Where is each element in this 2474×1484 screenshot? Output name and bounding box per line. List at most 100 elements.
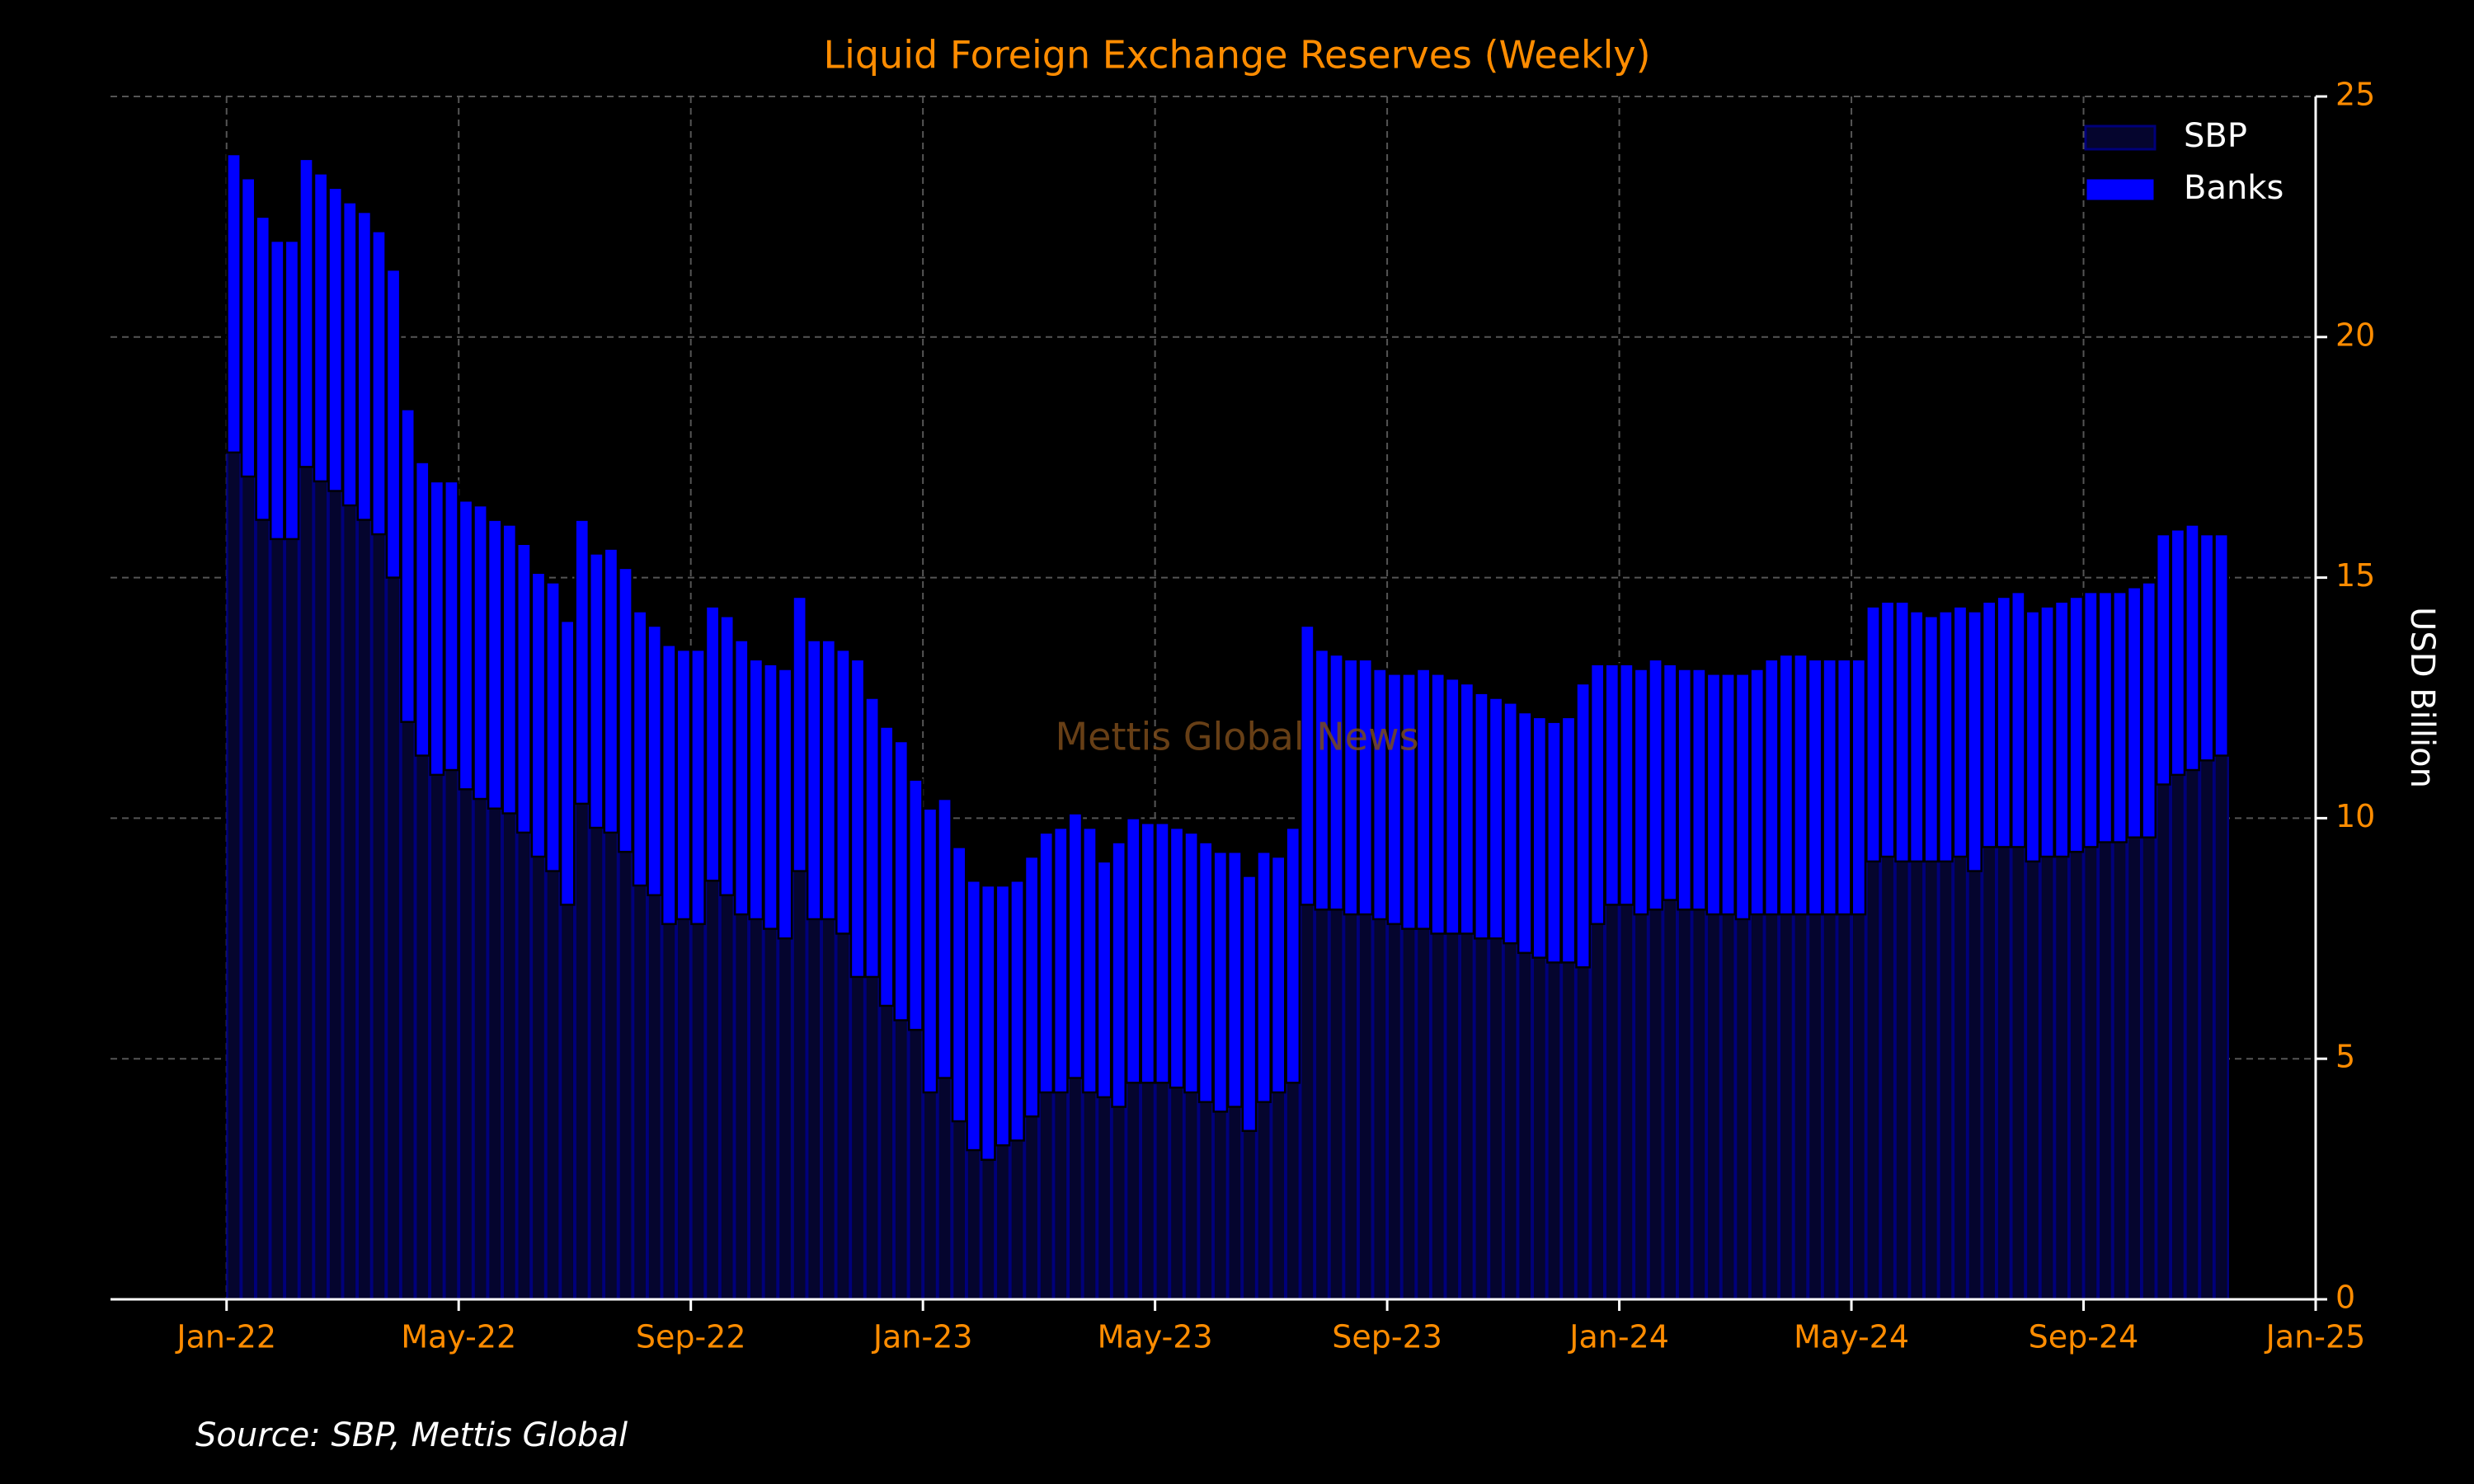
bar-segment <box>284 538 300 1301</box>
y-axis-label: USD Billion <box>2403 607 2441 788</box>
bar-segment <box>1009 880 1025 1142</box>
bar-segment <box>937 1077 952 1301</box>
bar-segment <box>2126 836 2142 1301</box>
bar-segment <box>458 499 474 791</box>
bar-segment <box>1401 673 1417 930</box>
bar-segment <box>2039 605 2055 858</box>
bar-segment <box>1111 841 1126 1108</box>
bar-segment <box>1807 658 1823 916</box>
bar-segment <box>951 1120 967 1301</box>
bar-segment <box>1531 956 1548 1301</box>
bar-segment <box>299 157 314 468</box>
bar-segment <box>501 812 518 1301</box>
bar-segment <box>1836 658 1852 916</box>
bar-segment <box>1807 913 1823 1301</box>
bar-segment <box>1996 846 2012 1301</box>
bar-segment <box>1023 855 1040 1118</box>
bar-segment <box>733 639 750 916</box>
bar-segment <box>2068 595 2085 853</box>
bar-segment <box>1517 711 1533 955</box>
bar-segment <box>1183 1091 1199 1301</box>
bar-segment <box>763 663 778 930</box>
bar-segment <box>1052 826 1069 1094</box>
bar-segment <box>1967 610 1982 872</box>
bar-segment <box>922 1091 938 1301</box>
bar-segment <box>922 807 938 1094</box>
bar-segment <box>2053 600 2070 858</box>
source: Source: SBP, Mettis Global <box>195 1416 628 1454</box>
bar-segment <box>690 648 706 926</box>
bar-segment <box>1793 653 1808 916</box>
bar-segment <box>1314 648 1330 911</box>
bar-segment <box>1444 932 1460 1301</box>
bar-segment <box>400 408 416 723</box>
bar-segment <box>1343 658 1359 916</box>
bar-segment <box>385 576 402 1301</box>
bar-segment <box>719 894 736 1301</box>
bar-segment <box>313 480 329 1301</box>
bar-segment <box>980 1158 996 1301</box>
bar-segment <box>661 923 677 1301</box>
bar-segment <box>1430 932 1446 1301</box>
bar-segment <box>327 490 344 1301</box>
bar-segment <box>299 466 314 1301</box>
bar-segment <box>545 581 561 872</box>
bar-segment <box>632 884 648 1301</box>
bar-segment <box>603 547 619 834</box>
bar-segment <box>806 639 822 921</box>
bar-segment <box>516 831 532 1301</box>
bar-segment <box>1096 860 1112 1099</box>
bar-segment <box>1749 668 1766 916</box>
bar-segment <box>284 239 300 541</box>
y-tick-label: 25 <box>2335 77 2375 113</box>
bar-segment <box>937 797 952 1079</box>
bar-segment <box>1314 909 1330 1301</box>
bar-segment <box>559 619 576 906</box>
bar-segment <box>574 802 590 1301</box>
bar-segment <box>1575 966 1591 1301</box>
bar-segment <box>1662 663 1678 901</box>
bar-segment <box>1894 860 1910 1301</box>
bar-segment <box>704 605 721 882</box>
bar-segment <box>487 807 503 1301</box>
bar-segment <box>792 870 807 1301</box>
bar-segment <box>240 176 256 478</box>
bar-segment <box>908 1028 924 1301</box>
bar-segment <box>429 773 445 1301</box>
bar-segment <box>1067 1077 1084 1301</box>
x-tick-label: Jan-23 <box>872 1319 973 1355</box>
bar-segment <box>226 153 242 454</box>
bar-segment <box>2025 860 2041 1301</box>
bar-segment <box>1270 855 1286 1094</box>
bar-segment <box>2112 590 2128 843</box>
bar-segment <box>2097 841 2114 1301</box>
bar-segment <box>1879 855 1896 1301</box>
bar-segment <box>2199 533 2215 762</box>
bar-segment <box>1415 668 1432 930</box>
bar-segment <box>849 658 866 979</box>
bar-segment <box>1082 826 1098 1094</box>
x-tick-label: May-24 <box>1794 1319 1909 1355</box>
bar-segment <box>516 542 532 834</box>
bar-segment <box>1517 951 1533 1301</box>
bar-segment <box>1285 1082 1301 1301</box>
bar-segment <box>1705 673 1722 916</box>
bar-segment <box>1691 668 1707 911</box>
bar-segment <box>1604 904 1620 1301</box>
bar-segment <box>1604 663 1620 906</box>
bar-segment <box>1052 1091 1069 1301</box>
bar-segment <box>1474 937 1489 1301</box>
bar-segment <box>400 721 416 1301</box>
bar-segment <box>2155 533 2171 786</box>
bar-segment <box>1705 913 1722 1301</box>
bar-segment <box>1155 821 1170 1084</box>
bar-segment <box>893 1019 910 1301</box>
bar-segment <box>473 797 488 1301</box>
bar-segment <box>1503 942 1518 1301</box>
bar-segment <box>1560 716 1577 964</box>
bar-segment <box>1531 716 1548 959</box>
bar-segment <box>690 923 706 1301</box>
bar-segment <box>327 186 344 492</box>
bar-segment <box>1923 615 1940 863</box>
bar-segment <box>1009 1139 1025 1301</box>
